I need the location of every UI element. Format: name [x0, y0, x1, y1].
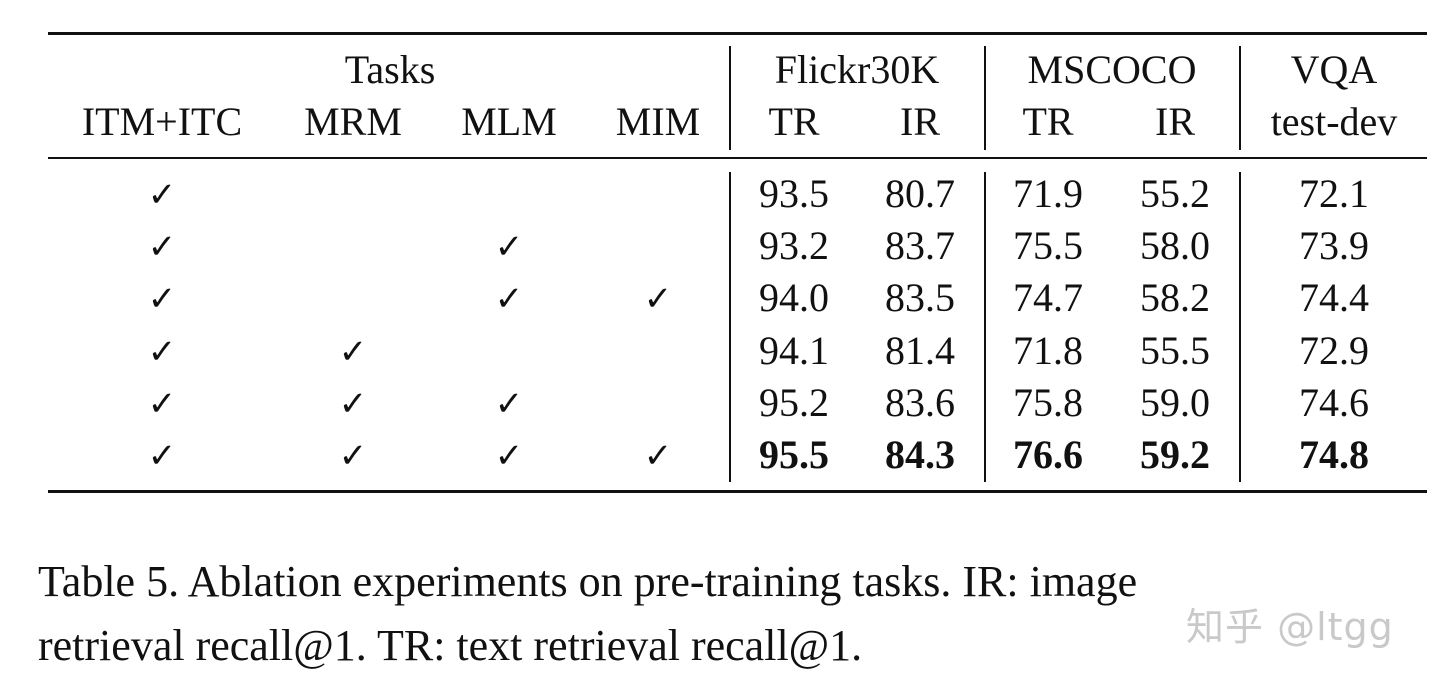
header-vqa: VQA	[1290, 47, 1378, 92]
check-mlm-row-3: ✓	[494, 281, 524, 319]
value-flickr-tr-row-2: 93.2	[759, 223, 829, 269]
col-header-mim: MIM	[615, 99, 701, 144]
value-flickr-ir-row-1: 80.7	[885, 171, 955, 216]
col-header-flickr-ir: IR	[900, 99, 940, 144]
col-header-mscoco-tr: TR	[1022, 99, 1074, 144]
value-flickr-tr-row-1: 93.5	[759, 171, 829, 216]
table-top-rule	[48, 32, 1427, 35]
value-mscoco-ir-row-1: 55.2	[1140, 171, 1210, 216]
value-mscoco-tr-row-6: 76.6	[1013, 432, 1083, 477]
check-mim-row-3: ✓	[643, 281, 673, 319]
value-mscoco-tr-row-1: 71.9	[1013, 171, 1083, 216]
col-header-mrm: MRM	[304, 99, 402, 144]
col-header-flickr-tr: TR	[768, 99, 820, 144]
value-mscoco-ir-row-3: 58.2	[1140, 275, 1210, 321]
col-header-mlm: MLM	[461, 99, 557, 144]
check-mlm-row-6: ✓	[494, 438, 524, 475]
value-vqa-testdev-row-1: 72.1	[1299, 171, 1369, 216]
header-flickr30k: Flickr30K	[774, 47, 940, 92]
check-mlm-row-2: ✓	[494, 229, 524, 267]
vsep-flickr-mscoco-body	[984, 172, 986, 482]
value-mscoco-tr-row-4: 71.8	[1013, 327, 1083, 373]
check-mim-row-6: ✓	[643, 438, 673, 475]
check-itm-itc-row-4: ✓	[147, 333, 177, 371]
table-caption-line-1: Table 5. Ablation experiments on pre-tra…	[38, 557, 1138, 606]
watermark-text: 知乎 @ltgg	[1186, 605, 1394, 649]
check-mrm-row-5: ✓	[338, 385, 368, 423]
value-vqa-testdev-row-4: 72.9	[1299, 327, 1369, 373]
check-mlm-row-5: ✓	[494, 385, 524, 423]
value-flickr-tr-row-5: 95.2	[759, 379, 829, 425]
value-flickr-ir-row-5: 83.6	[885, 379, 955, 425]
value-flickr-tr-row-3: 94.0	[759, 275, 829, 321]
check-itm-itc-row-6: ✓	[147, 438, 177, 475]
header-tasks: Tasks	[344, 47, 436, 92]
value-mscoco-ir-row-5: 59.0	[1140, 379, 1210, 425]
value-flickr-tr-row-6: 95.5	[759, 432, 829, 477]
value-vqa-testdev-row-5: 74.6	[1299, 379, 1369, 425]
value-flickr-ir-row-3: 83.5	[885, 275, 955, 321]
value-flickr-ir-row-6: 84.3	[885, 432, 955, 477]
check-mrm-row-6: ✓	[338, 438, 368, 475]
value-mscoco-tr-row-2: 75.5	[1013, 223, 1083, 269]
check-itm-itc-row-2: ✓	[147, 229, 177, 267]
vsep-tasks-flickr-header	[729, 46, 731, 150]
table-bottom-rule	[48, 490, 1427, 493]
table-caption-line-2: retrieval recall@1. TR: text retrieval r…	[38, 621, 863, 670]
check-mrm-row-4: ✓	[338, 333, 368, 371]
value-mscoco-ir-row-6: 59.2	[1140, 432, 1210, 477]
col-header-vqa-testdev: test-dev	[1270, 99, 1398, 144]
header-mscoco: MSCOCO	[1027, 47, 1197, 92]
vsep-flickr-mscoco-header	[984, 46, 986, 150]
value-vqa-testdev-row-6: 74.8	[1299, 432, 1369, 477]
col-header-mscoco-ir: IR	[1155, 99, 1195, 144]
check-itm-itc-row-3: ✓	[147, 281, 177, 319]
vsep-mscoco-vqa-body	[1239, 172, 1241, 482]
vsep-mscoco-vqa-header	[1239, 46, 1241, 150]
value-mscoco-ir-row-4: 55.5	[1140, 327, 1210, 373]
value-mscoco-tr-row-5: 75.8	[1013, 379, 1083, 425]
col-header-itm-itc: ITM+ITC	[81, 99, 243, 144]
check-itm-itc-row-5: ✓	[147, 385, 177, 423]
value-vqa-testdev-row-2: 73.9	[1299, 223, 1369, 269]
value-flickr-ir-row-2: 83.7	[885, 223, 955, 269]
value-mscoco-ir-row-2: 58.0	[1140, 223, 1210, 269]
check-itm-itc-row-1: ✓	[147, 177, 177, 214]
value-flickr-tr-row-4: 94.1	[759, 327, 829, 373]
value-flickr-ir-row-4: 81.4	[885, 327, 955, 373]
value-mscoco-tr-row-3: 74.7	[1013, 275, 1083, 321]
vsep-tasks-flickr-body	[729, 172, 731, 482]
table-mid-rule	[48, 157, 1427, 159]
value-vqa-testdev-row-3: 74.4	[1299, 275, 1369, 321]
